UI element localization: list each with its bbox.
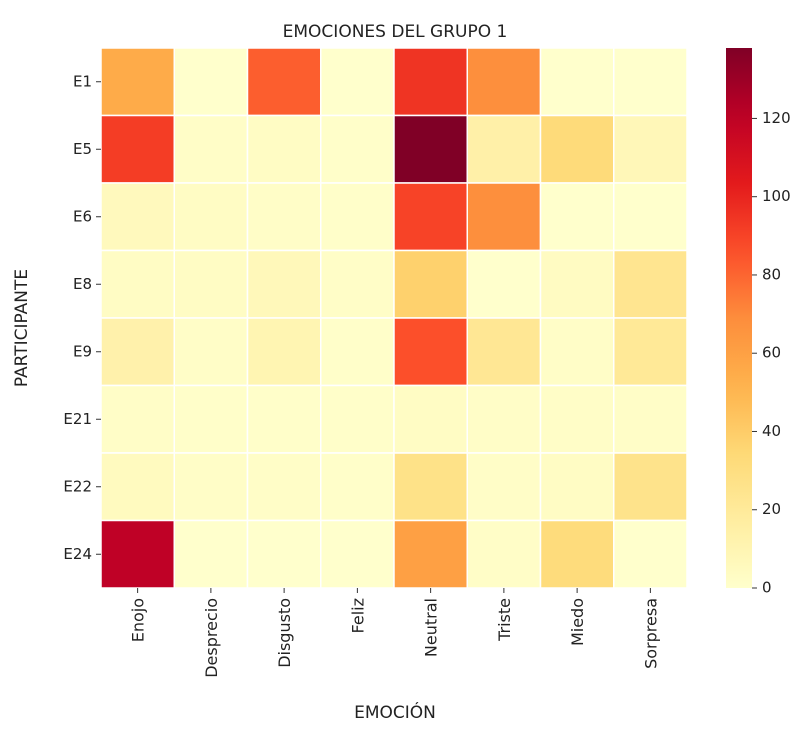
heatmap-cell <box>100 384 175 454</box>
heatmap-cell <box>539 384 615 454</box>
heatmap-cell <box>100 249 175 319</box>
x-axis-label: EMOCIÓN <box>354 703 436 723</box>
heatmap-cell <box>393 384 468 454</box>
heatmap-cell <box>320 317 395 387</box>
heatmap-cell <box>466 114 542 184</box>
y-tick-label: E24 <box>63 545 92 563</box>
heatmap-cell <box>100 452 175 522</box>
heatmap-cell <box>613 182 688 252</box>
heatmap-cell <box>393 452 468 522</box>
colorbar-tick-label: 60 <box>762 344 781 362</box>
heatmap-cell <box>539 519 615 589</box>
heatmap-cell <box>320 114 395 184</box>
heatmap-cell <box>393 47 468 117</box>
heatmap-cell <box>246 452 322 522</box>
heatmap-cell <box>466 249 542 319</box>
heatmap-cell <box>173 114 249 184</box>
heatmap-cell <box>246 47 322 117</box>
y-tick-label: E6 <box>73 207 92 225</box>
heatmap-cell <box>173 47 249 117</box>
heatmap-cell <box>320 47 395 117</box>
heatmap-cell <box>246 249 322 319</box>
x-tick-label: Miedo <box>568 598 587 646</box>
x-tick-label: Feliz <box>348 598 367 633</box>
y-tick-label: E22 <box>63 477 92 495</box>
colorbar-tick-label: 40 <box>762 422 781 440</box>
heatmap-cell <box>393 114 468 184</box>
heatmap-cell <box>246 384 322 454</box>
heatmap-cell <box>320 519 395 589</box>
heatmap-cell <box>246 519 322 589</box>
heatmap-cell <box>539 47 615 117</box>
heatmap-cell <box>320 384 395 454</box>
heatmap-cell <box>466 384 542 454</box>
heatmap-cell <box>100 47 175 117</box>
colorbar-tick-label: 100 <box>762 187 791 205</box>
heatmap-cell <box>173 519 249 589</box>
heatmap-cell <box>613 317 688 387</box>
heatmap-cell <box>539 182 615 252</box>
colorbar-tick-label: 20 <box>762 500 781 518</box>
y-tick-label: E9 <box>73 342 92 360</box>
x-tick-label: Enojo <box>129 598 148 642</box>
heatmap-cell <box>100 182 175 252</box>
heatmap-cell <box>539 452 615 522</box>
heatmap-cell <box>246 182 322 252</box>
heatmap-cell <box>173 249 249 319</box>
y-tick-label: E8 <box>73 275 92 293</box>
heatmap-cell <box>539 317 615 387</box>
colorbar-tick-label: 120 <box>762 109 791 127</box>
heatmap-cell <box>100 317 175 387</box>
heatmap-cell <box>173 452 249 522</box>
colorbar-tick-label: 0 <box>762 579 772 597</box>
heatmap-cell <box>613 249 688 319</box>
heatmap-cell <box>320 452 395 522</box>
y-tick-label: E21 <box>63 410 92 428</box>
heatmap-cell <box>539 114 615 184</box>
heatmap-cell <box>246 114 322 184</box>
heatmap-cell <box>466 47 542 117</box>
heatmap-cell <box>393 519 468 589</box>
y-tick-label: E5 <box>73 140 92 158</box>
colorbar <box>726 48 752 588</box>
heatmap-cell <box>613 384 688 454</box>
heatmap-cell <box>466 182 542 252</box>
heatmap-cell <box>320 249 395 319</box>
colorbar-tick-label: 80 <box>762 265 781 283</box>
heatmap-cell <box>100 114 175 184</box>
heatmap-cell <box>613 47 688 117</box>
heatmap-cell <box>613 519 688 589</box>
heatmap-cell <box>173 384 249 454</box>
heatmap-cell <box>613 114 688 184</box>
x-tick-label: Sorpresa <box>641 598 660 669</box>
heatmap-cell <box>173 317 249 387</box>
heatmap-cell <box>466 452 542 522</box>
heatmap-cell <box>173 182 249 252</box>
heatmap-cell <box>466 317 542 387</box>
y-tick-label: E1 <box>73 72 92 90</box>
heatmap-cell <box>320 182 395 252</box>
heatmap-cell <box>246 317 322 387</box>
heatmap-cell <box>613 452 688 522</box>
x-tick-label: Neutral <box>422 598 441 657</box>
heatmap-cell <box>393 249 468 319</box>
x-tick-label: Disgusto <box>275 598 294 668</box>
heatmap-cell <box>539 249 615 319</box>
x-tick-label: Desprecio <box>202 598 221 678</box>
heatmap-cell <box>466 519 542 589</box>
x-tick-label: Triste <box>495 598 514 642</box>
heatmap-cell <box>100 519 175 589</box>
chart-title: EMOCIONES DEL GRUPO 1 <box>282 22 508 42</box>
heatmap-cell <box>393 182 468 252</box>
heatmap-cell <box>393 317 468 387</box>
